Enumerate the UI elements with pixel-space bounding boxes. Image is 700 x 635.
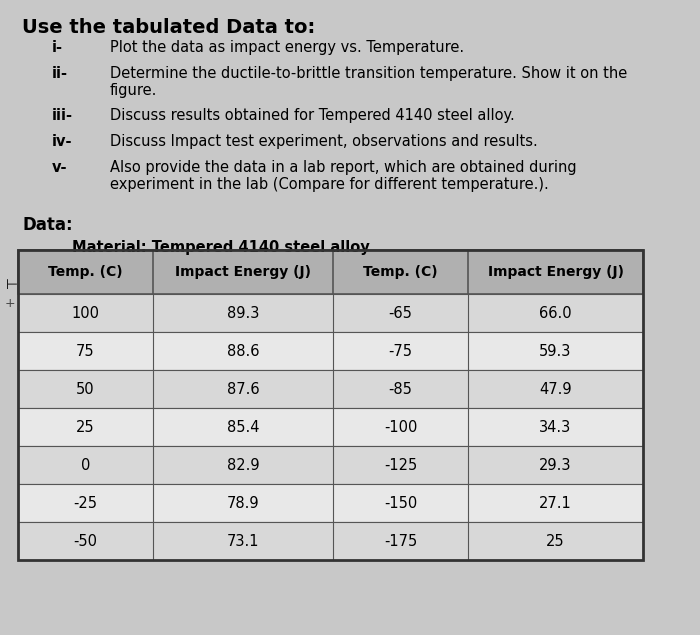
Bar <box>18 446 643 484</box>
Text: -85: -85 <box>389 382 412 396</box>
Text: 25: 25 <box>76 420 94 434</box>
Text: iii-: iii- <box>52 108 73 123</box>
Text: 75: 75 <box>76 344 94 359</box>
Bar <box>18 294 643 332</box>
Text: ⊢: ⊢ <box>6 278 18 292</box>
Text: Material: Tempered 4140 steel alloy: Material: Tempered 4140 steel alloy <box>72 240 370 255</box>
Bar <box>18 484 643 522</box>
Bar <box>18 332 643 370</box>
Text: v-: v- <box>52 160 67 175</box>
Text: 34.3: 34.3 <box>540 420 572 434</box>
Text: Discuss Impact test experiment, observations and results.: Discuss Impact test experiment, observat… <box>110 134 538 149</box>
Text: 29.3: 29.3 <box>539 457 572 472</box>
Text: i-: i- <box>52 40 63 55</box>
Text: 25: 25 <box>546 533 565 549</box>
Text: 88.6: 88.6 <box>227 344 259 359</box>
Text: -75: -75 <box>389 344 412 359</box>
Text: -175: -175 <box>384 533 417 549</box>
Text: -50: -50 <box>74 533 97 549</box>
Text: Determine the ductile-to-brittle transition temperature. Show it on the
figure.: Determine the ductile-to-brittle transit… <box>110 66 627 98</box>
Text: -100: -100 <box>384 420 417 434</box>
Text: 66.0: 66.0 <box>539 305 572 321</box>
Text: Plot the data as impact energy vs. Temperature.: Plot the data as impact energy vs. Tempe… <box>110 40 464 55</box>
Text: 89.3: 89.3 <box>227 305 259 321</box>
Text: Impact Energy (J): Impact Energy (J) <box>175 265 311 279</box>
Bar <box>18 250 643 560</box>
Text: 85.4: 85.4 <box>227 420 259 434</box>
Text: ii-: ii- <box>52 66 68 81</box>
Text: Temp. (C): Temp. (C) <box>363 265 438 279</box>
Text: 47.9: 47.9 <box>539 382 572 396</box>
Text: 50: 50 <box>76 382 94 396</box>
Bar <box>18 408 643 446</box>
Text: iv-: iv- <box>52 134 73 149</box>
Text: 59.3: 59.3 <box>539 344 572 359</box>
Text: -125: -125 <box>384 457 417 472</box>
Text: 78.9: 78.9 <box>227 495 259 511</box>
Bar <box>18 370 643 408</box>
Text: Impact Energy (J): Impact Energy (J) <box>487 265 624 279</box>
Text: Data:: Data: <box>22 216 73 234</box>
Bar <box>18 522 643 560</box>
Text: 27.1: 27.1 <box>539 495 572 511</box>
Text: -25: -25 <box>74 495 97 511</box>
Text: Discuss results obtained for Tempered 4140 steel alloy.: Discuss results obtained for Tempered 41… <box>110 108 514 123</box>
Text: +: + <box>5 297 15 310</box>
Text: 100: 100 <box>71 305 99 321</box>
Text: Temp. (C): Temp. (C) <box>48 265 122 279</box>
Text: -150: -150 <box>384 495 417 511</box>
Text: -65: -65 <box>389 305 412 321</box>
Text: Use the tabulated Data to:: Use the tabulated Data to: <box>22 18 315 37</box>
Text: 87.6: 87.6 <box>227 382 259 396</box>
Bar <box>18 250 643 294</box>
Text: 82.9: 82.9 <box>227 457 259 472</box>
Text: 0: 0 <box>80 457 90 472</box>
Text: Also provide the data in a lab report, which are obtained during
experiment in t: Also provide the data in a lab report, w… <box>110 160 577 192</box>
Text: 73.1: 73.1 <box>227 533 259 549</box>
